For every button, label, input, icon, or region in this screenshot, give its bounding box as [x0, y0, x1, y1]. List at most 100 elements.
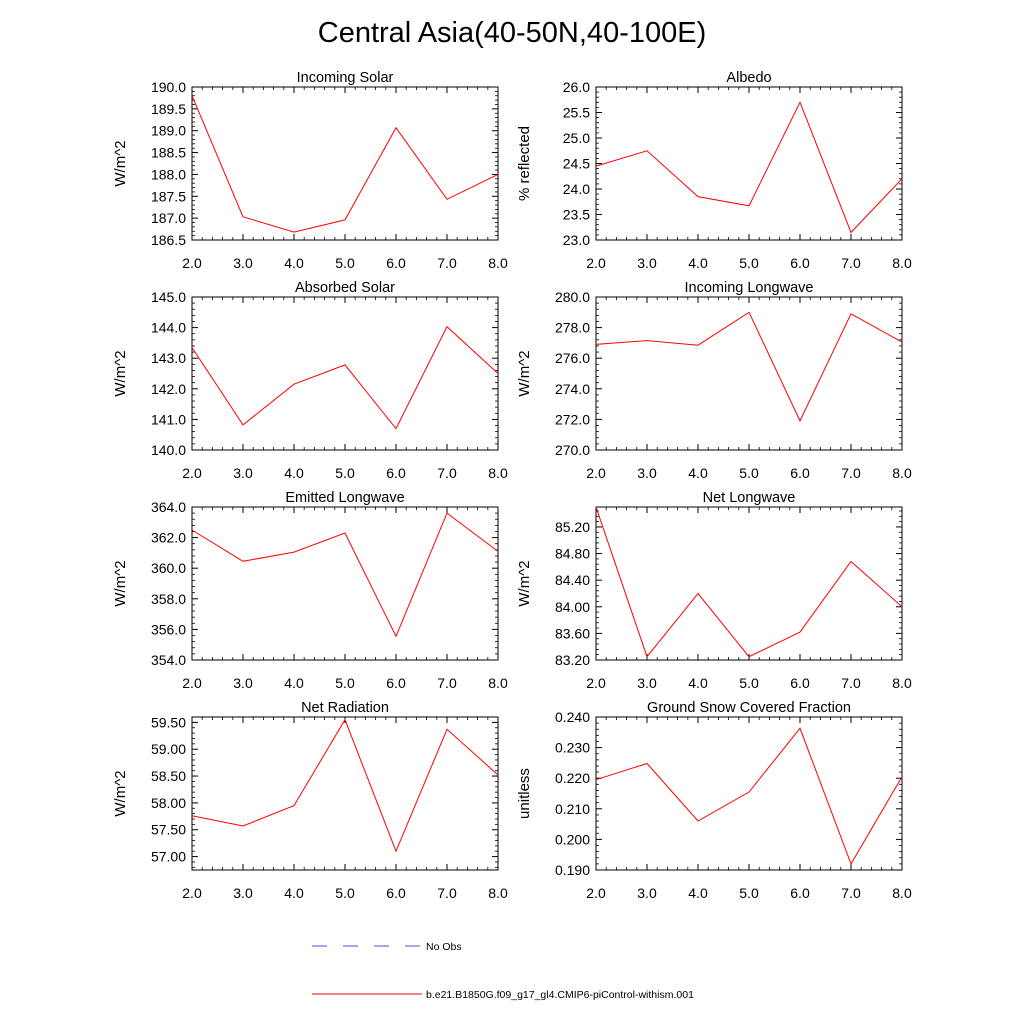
legend-label: No Obs: [426, 941, 462, 953]
x-tick-label: 8.0: [892, 675, 912, 691]
x-tick-label: 2.0: [182, 255, 202, 271]
plot-frame: [191, 716, 499, 871]
y-tick-label: 0.230: [555, 740, 590, 756]
panel-title: Incoming Longwave: [685, 280, 814, 296]
x-tick-label: 7.0: [437, 465, 457, 481]
plot-frame: [191, 296, 499, 451]
x-tick-label: 2.0: [586, 675, 606, 691]
x-tick-label: 3.0: [233, 885, 253, 901]
plot-frame: [595, 296, 903, 451]
y-tick-label: 188.0: [151, 166, 186, 182]
x-tick-label: 3.0: [233, 675, 253, 691]
y-tick-label: 25.5: [563, 105, 590, 121]
panel-title: Ground Snow Covered Fraction: [647, 700, 851, 716]
y-tick-label: 140.0: [151, 442, 186, 458]
x-tick-label: 4.0: [688, 675, 708, 691]
x-tick-label: 5.0: [335, 465, 355, 481]
y-tick-label: 276.0: [555, 350, 590, 366]
y-tick-label: 23.0: [563, 232, 590, 248]
y-tick-label: 280.0: [555, 289, 590, 305]
y-tick-label: 272.0: [555, 411, 590, 427]
y-tick-label: 360.0: [151, 560, 186, 576]
y-tick-label: 358.0: [151, 591, 186, 607]
y-tick-label: 141.0: [151, 411, 186, 427]
x-tick-label: 3.0: [233, 255, 253, 271]
plot-frame: [191, 506, 499, 661]
x-tick-label: 6.0: [790, 675, 810, 691]
x-tick-label: 7.0: [437, 675, 457, 691]
x-tick-label: 4.0: [284, 465, 304, 481]
y-axis-label: % reflected: [516, 126, 533, 201]
panels: 2.0 3.0 4.0 5.0 6.0 7.0 8.0 186.5 187.0 187.5 188.…: [112, 70, 912, 901]
series-line: [191, 512, 499, 638]
x-tick-label: 5.0: [335, 675, 355, 691]
legend: No Obs b.e21.B1850G.f09_g17_gl4.CMIP6-piC…: [312, 941, 694, 1001]
x-tick-label: 5.0: [739, 465, 759, 481]
panel-title: Net Longwave: [703, 490, 796, 506]
panel-1: 2.0 3.0 4.0 5.0 6.0 7.0 8.0 186.5 187.0 187.5 188.…: [112, 70, 508, 271]
x-tick-label: 4.0: [688, 465, 708, 481]
y-axis-label: W/m^2: [516, 350, 533, 396]
y-tick-label: 142.0: [151, 381, 186, 397]
y-axis-label: W/m^2: [112, 770, 129, 816]
y-tick-label: 278.0: [555, 320, 590, 336]
y-tick-label: 83.20: [555, 652, 590, 668]
y-tick-label: 26.0: [563, 79, 590, 95]
figure-title: Central Asia(40-50N,40-100E): [318, 17, 706, 49]
plot-frame: [595, 506, 903, 661]
y-tick-label: 354.0: [151, 652, 186, 668]
y-tick-label: 24.5: [563, 156, 590, 172]
x-tick-label: 8.0: [892, 465, 912, 481]
x-tick-label: 2.0: [586, 885, 606, 901]
x-tick-label: 3.0: [637, 255, 657, 271]
y-tick-label: 57.50: [151, 822, 186, 838]
legend-entry-2: b.e21.B1850G.f09_g17_gl4.CMIP6-piControl…: [312, 989, 694, 1001]
series-line: [595, 311, 903, 423]
series-line: [595, 506, 903, 658]
y-tick-label: 356.0: [151, 621, 186, 637]
y-tick-label: 84.00: [555, 599, 590, 615]
series-line: [191, 325, 499, 430]
x-tick-label: 6.0: [790, 255, 810, 271]
x-tick-label: 3.0: [637, 885, 657, 901]
y-tick-label: 187.5: [151, 188, 186, 204]
y-tick-label: 59.50: [151, 714, 186, 730]
x-tick-label: 3.0: [233, 465, 253, 481]
y-tick-label: 189.0: [151, 123, 186, 139]
panel-title: Emitted Longwave: [285, 490, 404, 506]
y-axis-label: W/m^2: [112, 140, 129, 186]
y-tick-label: 84.40: [555, 572, 590, 588]
panel-2: 2.0 3.0 4.0 5.0 6.0 7.0 8.0 23.0 23.5 24.0 24.5 25.…: [516, 70, 912, 271]
y-tick-label: 270.0: [555, 442, 590, 458]
y-tick-label: 58.50: [151, 768, 186, 784]
y-tick-label: 364.0: [151, 499, 186, 515]
panel-title: Albedo: [726, 70, 771, 86]
x-tick-label: 2.0: [586, 465, 606, 481]
x-tick-label: 8.0: [892, 255, 912, 271]
y-tick-label: 186.5: [151, 232, 186, 248]
x-tick-label: 8.0: [892, 885, 912, 901]
panel-7: 2.0 3.0 4.0 5.0 6.0 7.0 8.0 57.00 57.50 58.00 58.5…: [112, 700, 508, 901]
x-tick-label: 8.0: [488, 465, 508, 481]
panel-title: Net Radiation: [301, 700, 389, 716]
y-tick-label: 59.00: [151, 741, 186, 757]
x-tick-label: 4.0: [688, 255, 708, 271]
y-axis-label: W/m^2: [112, 350, 129, 396]
y-tick-label: 0.200: [555, 831, 590, 847]
x-tick-label: 7.0: [841, 255, 861, 271]
legend-label: b.e21.B1850G.f09_g17_gl4.CMIP6-piControl…: [426, 989, 694, 1001]
x-tick-label: 4.0: [284, 675, 304, 691]
y-tick-label: 0.220: [555, 770, 590, 786]
panel-title: Incoming Solar: [297, 70, 394, 86]
y-tick-label: 0.240: [555, 709, 590, 725]
panel-5: 2.0 3.0 4.0 5.0 6.0 7.0 8.0 354.0 356.0 358.0 360.…: [112, 490, 508, 691]
x-tick-label: 6.0: [386, 885, 406, 901]
x-tick-label: 8.0: [488, 675, 508, 691]
y-tick-label: 84.80: [555, 546, 590, 562]
series-line: [595, 101, 903, 234]
x-tick-label: 8.0: [488, 885, 508, 901]
x-tick-label: 7.0: [841, 465, 861, 481]
y-tick-label: 58.00: [151, 795, 186, 811]
